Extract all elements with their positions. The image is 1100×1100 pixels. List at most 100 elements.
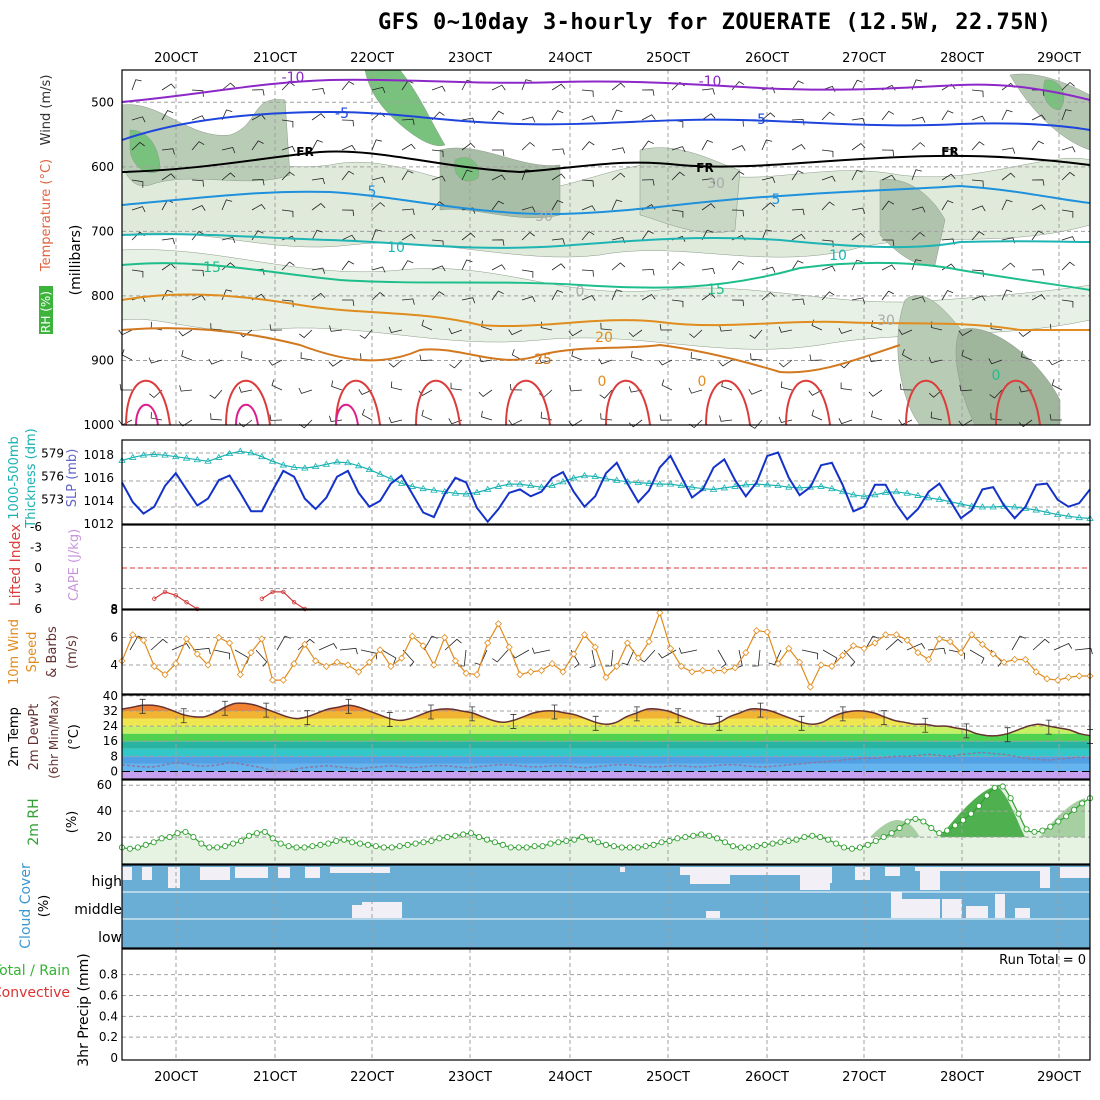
cloud-gap-14 — [885, 867, 900, 876]
precip-bg — [122, 949, 1090, 1060]
rh2m-point-54 — [548, 841, 553, 846]
cloud-level-high: high — [91, 874, 122, 890]
wind10m-tick-1: 6 — [110, 631, 118, 645]
cloud-gap-26 — [995, 894, 1005, 918]
cloud-gap-16 — [920, 867, 940, 890]
ylabel-cloud: Cloud Cover — [18, 863, 34, 949]
rh2m-point-85 — [794, 837, 799, 842]
isotherm-label-21: 0 — [992, 368, 1001, 384]
cloud-level-low: low — [98, 930, 122, 946]
lifted-index-tick-2: 0 — [34, 561, 42, 575]
precip-tick-3: 0.6 — [99, 988, 118, 1002]
rh2m-point-93 — [857, 845, 862, 850]
rh2m-point-111 — [1000, 784, 1005, 789]
ylabel-thickness-1: 1000-500mb — [7, 436, 22, 520]
rh2m-point-44 — [469, 831, 474, 836]
ylabel-precip: 3hr Precip (mm) — [76, 953, 92, 1066]
rh2m-point-17 — [254, 831, 259, 836]
rh2m-point-102 — [929, 825, 934, 830]
rh2m-point-48 — [500, 842, 505, 847]
date-label-top-0: 20OCT — [154, 51, 198, 66]
date-label-bottom-0: 20OCT — [154, 1070, 198, 1085]
ylabel-temp2m-4: (°C) — [67, 724, 82, 750]
isotherm-label-19: 30 — [535, 209, 553, 225]
rh2m-point-66 — [643, 844, 648, 849]
ylabel-millibars: (millibars) — [68, 225, 84, 296]
rh2m-point-20 — [278, 841, 283, 846]
rh2m-point-88 — [818, 834, 823, 839]
rh2m-point-99 — [905, 819, 910, 824]
rh2m-point-68 — [659, 840, 664, 845]
ylabel-slp: SLP (mb) — [65, 449, 80, 508]
isotherm-label-12: 15 — [707, 282, 725, 298]
rh2m-point-117 — [1048, 824, 1053, 829]
rh2m-point-27 — [334, 838, 339, 843]
rh2m-point-29 — [349, 840, 354, 845]
pressure-tick-5: 1000 — [83, 418, 114, 432]
isotherm-label-11: 15 — [203, 260, 221, 276]
rh2m-point-112 — [1008, 796, 1013, 801]
cloud-gap-18 — [1060, 867, 1090, 878]
temp2m-tick-5: 40 — [103, 689, 118, 703]
rh2m-point-53 — [540, 844, 545, 849]
rh2m-point-30 — [357, 841, 362, 846]
rh2m-point-94 — [865, 842, 870, 847]
rh2m-point-75 — [714, 836, 719, 841]
ylabel-wind10m-4: (m/s) — [65, 635, 80, 669]
slp-tick-0: 1012 — [83, 517, 114, 531]
date-label-bottom-9: 29OCT — [1037, 1070, 1081, 1085]
rh2m-point-21 — [286, 844, 291, 849]
temp2m-tick-3: 24 — [103, 719, 118, 733]
temp-band-3 — [122, 749, 1090, 757]
thickness-tick-1: 576 — [41, 470, 64, 484]
rh2m-point-113 — [1016, 811, 1021, 816]
rh2m-point-83 — [778, 840, 783, 845]
date-label-bottom-2: 22OCT — [350, 1070, 394, 1085]
rh2m-point-91 — [841, 845, 846, 850]
lifted-index-tick-4: 6 — [34, 602, 42, 616]
rh2m-point-19 — [270, 836, 275, 841]
rh2m-point-65 — [635, 845, 640, 850]
rh2m-point-84 — [786, 838, 791, 843]
rh2m-point-114 — [1024, 827, 1029, 832]
date-label-top-9: 29OCT — [1037, 51, 1081, 66]
date-label-bottom-1: 21OCT — [253, 1070, 297, 1085]
temp-band-0 — [122, 771, 1090, 779]
rh2m-point-28 — [342, 837, 347, 842]
ylabel-temp2m-2: 2m DewPt — [27, 704, 42, 771]
ylabel-precip-convective: Convective — [0, 985, 70, 1001]
rh2m-point-52 — [532, 844, 537, 849]
ylabel-rh2m: 2m RH — [26, 798, 42, 845]
rh2m-point-115 — [1032, 829, 1037, 834]
pressure-tick-2: 700 — [91, 224, 114, 238]
cloud-gap-19 — [352, 905, 362, 918]
wind10m-tick-2: 8 — [110, 603, 118, 617]
rh2m-point-106 — [960, 818, 965, 823]
rh2m-point-14 — [230, 841, 235, 846]
isotherm-label-2: -5 — [335, 106, 349, 122]
cloud-gap-17 — [1040, 867, 1050, 888]
rh2m-point-121 — [1079, 801, 1084, 806]
thickness-tick-0: 573 — [41, 492, 64, 506]
rh2m-point-78 — [738, 845, 743, 850]
temp2m-tick-2: 16 — [103, 734, 118, 748]
ylabel-thickness-2: Thickness (dm) — [24, 428, 39, 528]
isotherm-label-13: 20 — [595, 330, 613, 346]
isotherm-label-1: -10 — [699, 74, 722, 90]
cloud-gap-21 — [706, 911, 720, 918]
rh2m-point-82 — [770, 841, 775, 846]
rh2m-point-64 — [627, 845, 632, 850]
rh2m-point-31 — [365, 842, 370, 847]
rh2m-tick-2: 60 — [97, 778, 112, 792]
ylabel-cloud-unit: (%) — [37, 895, 52, 918]
rh2m-point-104 — [945, 828, 950, 833]
rh2m-point-25 — [318, 842, 323, 847]
pressure-tick-3: 800 — [91, 289, 114, 303]
rh2m-point-11 — [207, 845, 212, 850]
rh2m-point-101 — [921, 819, 926, 824]
rh2m-tick-0: 20 — [97, 830, 112, 844]
rh2m-point-57 — [572, 837, 577, 842]
ylabel-precip-total: Total / Rain — [0, 963, 70, 979]
rh2m-point-86 — [802, 834, 807, 839]
cloud-gap-22 — [891, 892, 902, 918]
